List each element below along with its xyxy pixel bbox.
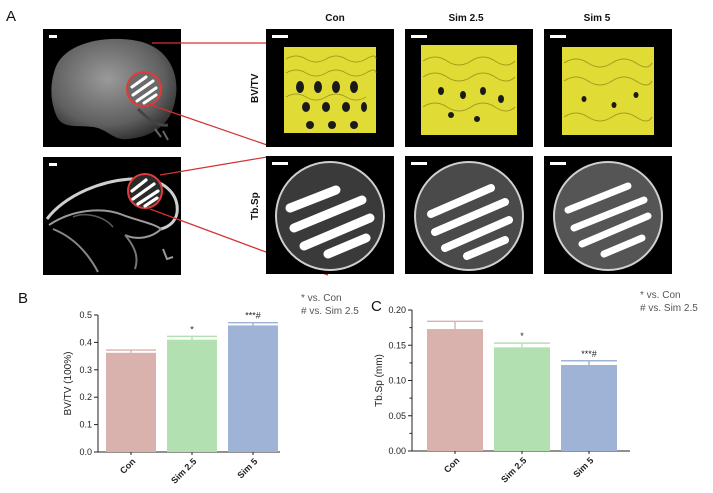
y-axis-title: BV/TV (100%) — [63, 352, 74, 416]
y-tick-label: 0.00 — [388, 446, 406, 456]
x-tick-label: Con — [442, 455, 461, 474]
panel-letter-c: C — [371, 298, 382, 315]
bvtv-render-sim5 — [544, 29, 672, 147]
bar — [494, 347, 550, 451]
significance-label: ***# — [581, 349, 597, 359]
overview-3d-render — [43, 29, 181, 147]
y-tick-label: 0.20 — [388, 305, 406, 315]
legend-entry: # vs. Sim 2.5 — [640, 303, 698, 314]
y-tick-label: 0.5 — [79, 310, 92, 320]
x-tick-label: Sim 5 — [571, 455, 595, 479]
row-label-bvtv: BV/TV — [250, 73, 261, 103]
row-label-tbsp: Tb.Sp — [250, 192, 261, 220]
x-tick-label: Sim 5 — [235, 456, 259, 480]
significance-label: ***# — [245, 311, 261, 321]
column-header-sim25: Sim 2.5 — [448, 13, 484, 24]
panel-letter-a: A — [6, 8, 17, 25]
overview-slice — [43, 157, 181, 275]
y-tick-label: 0.0 — [79, 447, 92, 457]
y-tick-label: 0.4 — [79, 337, 92, 347]
legend-entry: * vs. Con — [301, 293, 342, 304]
significance-label: * — [190, 324, 194, 334]
y-tick-label: 0.05 — [388, 411, 406, 421]
bar — [561, 364, 617, 451]
y-tick-label: 0.1 — [79, 420, 92, 430]
tbsp-slice-sim5 — [544, 156, 672, 274]
chart-tbsp: 0.00 0.05 0.10 0.15 0.20 Tb.Sp (mm) Con * Sim 2.… — [374, 290, 698, 485]
bvtv-render-con — [266, 29, 394, 147]
significance-label: * — [520, 331, 524, 341]
x-tick-label: Con — [118, 456, 137, 475]
tbsp-slice-sim25 — [405, 156, 533, 274]
bar — [427, 329, 483, 451]
x-tick-label: Sim 2.5 — [169, 456, 198, 485]
chart-bvtv: 0.0 0.1 0.2 0.3 0.4 0.5 BV/TV (100%) Con * Sim 2.… — [63, 293, 359, 486]
tbsp-slice-con — [266, 156, 394, 274]
bar — [167, 339, 217, 452]
y-tick-label: 0.10 — [388, 376, 406, 386]
panel-letter-b: B — [18, 290, 29, 307]
column-header-sim5: Sim 5 — [583, 13, 611, 24]
bar — [228, 325, 278, 452]
y-tick-label: 0.15 — [388, 340, 406, 350]
legend-entry: * vs. Con — [640, 290, 681, 301]
column-header-con: Con — [325, 13, 345, 24]
y-tick-label: 0.3 — [79, 365, 92, 375]
bvtv-render-sim25 — [405, 29, 533, 147]
y-tick-label: 0.2 — [79, 392, 92, 402]
legend-entry: # vs. Sim 2.5 — [301, 306, 359, 317]
bar — [106, 352, 156, 452]
y-axis-title: Tb.Sp (mm) — [374, 354, 385, 407]
x-tick-label: Sim 2.5 — [499, 455, 528, 484]
